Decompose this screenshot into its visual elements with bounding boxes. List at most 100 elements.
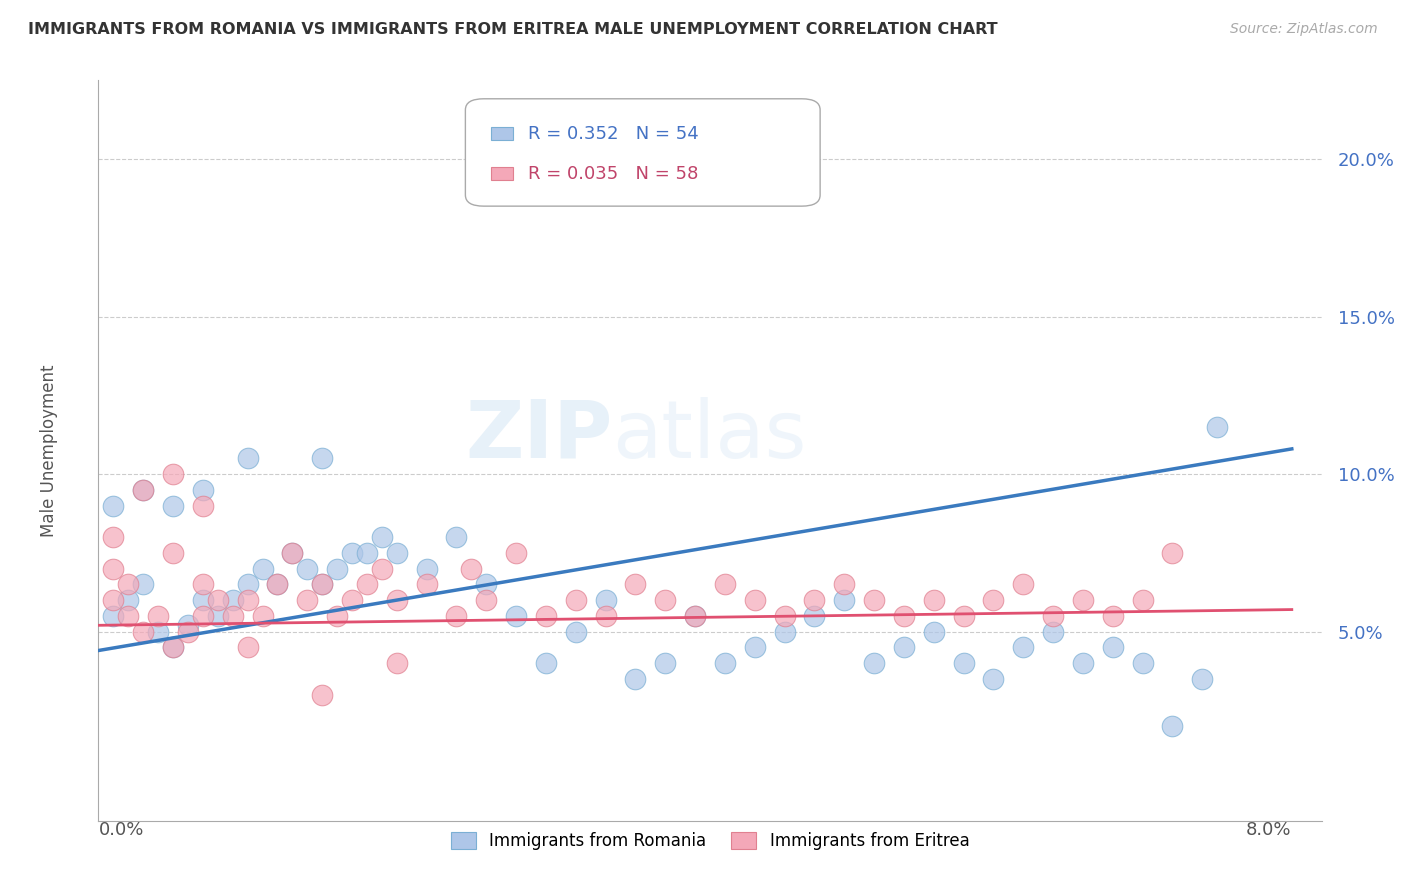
Point — [146, 608, 169, 623]
Point — [893, 608, 915, 623]
Point — [654, 656, 676, 670]
Point — [266, 577, 288, 591]
Point — [832, 593, 855, 607]
Point — [252, 561, 274, 575]
Point — [1012, 577, 1035, 591]
Point — [297, 561, 319, 575]
Point — [207, 608, 229, 623]
Point — [744, 593, 766, 607]
Point — [371, 561, 394, 575]
Point — [1132, 656, 1154, 670]
Point — [683, 608, 706, 623]
Point — [221, 593, 243, 607]
Point — [117, 608, 139, 623]
Point — [191, 483, 214, 497]
Point — [624, 577, 647, 591]
Point — [103, 593, 125, 607]
Point — [1101, 640, 1123, 655]
Point — [162, 640, 184, 655]
Point — [162, 546, 184, 560]
Point — [1071, 656, 1094, 670]
Point — [952, 656, 974, 670]
Point — [922, 624, 945, 639]
Point — [191, 608, 214, 623]
Point — [505, 546, 527, 560]
Point — [1206, 420, 1229, 434]
Text: R = 0.035   N = 58: R = 0.035 N = 58 — [527, 165, 699, 183]
Point — [714, 577, 737, 591]
Point — [162, 467, 184, 481]
Point — [475, 593, 498, 607]
Point — [236, 640, 259, 655]
Point — [340, 593, 363, 607]
Text: R = 0.352   N = 54: R = 0.352 N = 54 — [527, 125, 699, 143]
Point — [236, 451, 259, 466]
Point — [236, 593, 259, 607]
Point — [565, 593, 588, 607]
Point — [475, 577, 498, 591]
Point — [460, 561, 482, 575]
Point — [863, 593, 886, 607]
Point — [103, 608, 125, 623]
Point — [252, 608, 274, 623]
Text: 0.0%: 0.0% — [98, 821, 143, 838]
Point — [311, 451, 333, 466]
Text: Male Unemployment: Male Unemployment — [41, 364, 59, 537]
Point — [565, 624, 588, 639]
Text: IMMIGRANTS FROM ROMANIA VS IMMIGRANTS FROM ERITREA MALE UNEMPLOYMENT CORRELATION: IMMIGRANTS FROM ROMANIA VS IMMIGRANTS FR… — [28, 22, 998, 37]
Point — [311, 577, 333, 591]
Point — [863, 656, 886, 670]
Point — [952, 608, 974, 623]
Point — [773, 624, 796, 639]
Legend: Immigrants from Romania, Immigrants from Eritrea: Immigrants from Romania, Immigrants from… — [444, 825, 976, 856]
Point — [1042, 624, 1064, 639]
Point — [326, 608, 349, 623]
Point — [221, 608, 243, 623]
FancyBboxPatch shape — [491, 127, 513, 140]
Point — [1101, 608, 1123, 623]
Point — [177, 624, 200, 639]
Point — [146, 624, 169, 639]
Text: Source: ZipAtlas.com: Source: ZipAtlas.com — [1230, 22, 1378, 37]
Text: 8.0%: 8.0% — [1246, 821, 1291, 838]
Point — [624, 672, 647, 686]
Point — [281, 546, 304, 560]
Point — [132, 483, 155, 497]
Point — [773, 608, 796, 623]
Point — [385, 546, 408, 560]
Point — [744, 640, 766, 655]
Point — [1012, 640, 1035, 655]
Point — [103, 530, 125, 544]
Point — [132, 624, 155, 639]
FancyBboxPatch shape — [491, 167, 513, 180]
Point — [446, 530, 468, 544]
Point — [803, 593, 825, 607]
Point — [281, 546, 304, 560]
Point — [191, 593, 214, 607]
Point — [236, 577, 259, 591]
Point — [1161, 719, 1184, 733]
Point — [356, 577, 378, 591]
Point — [132, 577, 155, 591]
Point — [132, 483, 155, 497]
Point — [340, 546, 363, 560]
Point — [595, 593, 617, 607]
Point — [311, 688, 333, 702]
Point — [415, 577, 437, 591]
Point — [415, 561, 437, 575]
Point — [832, 577, 855, 591]
Point — [1042, 608, 1064, 623]
Point — [117, 593, 139, 607]
Point — [534, 656, 557, 670]
Point — [922, 593, 945, 607]
Point — [356, 546, 378, 560]
Point — [117, 577, 139, 591]
Point — [683, 608, 706, 623]
Point — [311, 577, 333, 591]
Point — [803, 608, 825, 623]
Point — [162, 640, 184, 655]
Point — [385, 593, 408, 607]
Point — [595, 608, 617, 623]
Point — [446, 608, 468, 623]
Point — [162, 499, 184, 513]
